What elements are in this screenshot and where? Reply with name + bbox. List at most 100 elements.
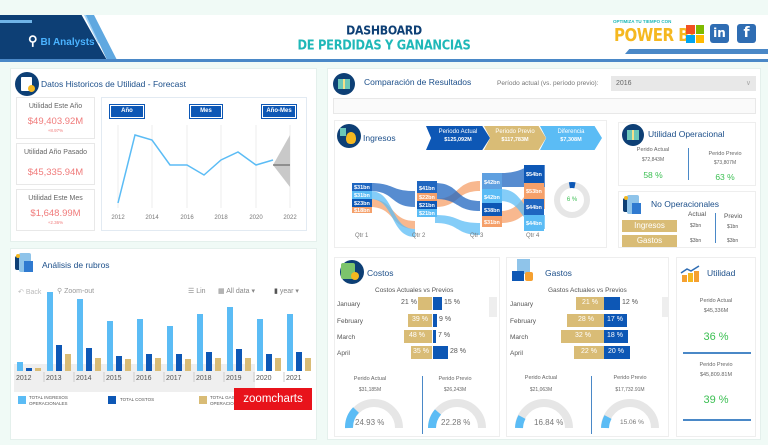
svg-text:2013: 2013: [46, 375, 62, 382]
legend-costos[interactable]: TOTAL COSTOS: [120, 397, 155, 402]
svg-text:$31bn: $31bn: [354, 193, 371, 199]
svg-text:$23bn: $23bn: [354, 201, 371, 207]
kpi-utilidad-este-mes: Utilidad Este Mes $1,648.99M +2.36%: [16, 189, 95, 231]
range-dropdown[interactable]: ▦ All data ▾: [218, 288, 256, 295]
forecast-chart-frame: [101, 97, 307, 231]
costos-previo-gauge: [428, 399, 486, 429]
list-icon: ☰: [188, 288, 195, 295]
svg-text:$18bn: $18bn: [354, 208, 371, 214]
period-label: Período actual (vs. período previo):: [497, 80, 599, 87]
mes-button[interactable]: Mes: [189, 104, 223, 119]
no-op-title: No Operacionales: [651, 199, 720, 209]
svg-text:2022: 2022: [283, 215, 297, 221]
svg-text:2018: 2018: [196, 375, 212, 382]
book-icon: [333, 73, 355, 95]
zoom-out-button[interactable]: ⚲ Zoom-out: [57, 288, 95, 295]
svg-text:Qtr 3: Qtr 3: [470, 233, 484, 239]
svg-text:2017: 2017: [166, 375, 182, 382]
document-coin-icon: [15, 72, 39, 96]
svg-text:$53bn: $53bn: [526, 189, 543, 195]
zoom-out-icon: ⚲: [57, 288, 63, 295]
divider: [688, 148, 689, 180]
svg-text:$44bn: $44bn: [526, 205, 543, 211]
filter-bar: [333, 98, 756, 114]
legend-ingresos[interactable]: TOTAL INGRESOS OPERACIONALES: [29, 395, 68, 406]
calculator-icon: [623, 194, 645, 216]
svg-text:2014: 2014: [76, 375, 92, 382]
ano-mes-button[interactable]: Año-Mes: [261, 104, 297, 119]
magnifier-icon: ⚲: [28, 33, 38, 48]
gastos-scrollbar[interactable]: [662, 297, 668, 317]
gastos-title: Gastos: [545, 268, 572, 278]
calculator-icon: [15, 252, 37, 274]
chevron-down-icon: ∨: [745, 80, 751, 87]
utilidad-card: [676, 257, 756, 437]
svg-text:Qtr 1: Qtr 1: [355, 233, 369, 239]
invoice-icon: [512, 259, 536, 283]
svg-text:2014: 2014: [145, 215, 159, 221]
legend-swatch-ingresos: [18, 396, 26, 404]
bar-chart-icon: ▮: [274, 288, 278, 295]
rubros-bar-chart[interactable]: 2012 2013 2014 2015 2016 2017 2018 2019 2020…: [10, 290, 315, 385]
utilidad-op-actual-pct: 58 %: [643, 170, 663, 180]
utilidad-op-previo-pct: 63 %: [715, 172, 735, 182]
back-button[interactable]: ↶ Back: [18, 289, 42, 296]
ingresos-ribbon-chart[interactable]: $31bn $31bn $23bn $18bn $41bn $22bn $21b…: [350, 165, 550, 245]
zoomcharts-badge[interactable]: zoomcharts: [234, 388, 312, 410]
svg-text:2020: 2020: [249, 215, 263, 221]
periodo-previo-arrow: Periodo Previo $117,783M: [484, 126, 546, 150]
svg-text:$54bn: $54bn: [526, 172, 543, 178]
costos-actual-gauge: [345, 399, 403, 429]
calculator-coin-icon: [338, 260, 364, 284]
costos-scrollbar[interactable]: [489, 297, 497, 317]
header-divider: [0, 59, 768, 62]
utilidad-op-title: Utilidad Operacional: [648, 129, 725, 139]
comparacion-title: Comparación de Resultados: [364, 77, 472, 87]
svg-text:2020: 2020: [256, 375, 272, 382]
ingresos-title: Ingresos: [363, 133, 396, 143]
no-op-gastos-label: Gastos: [622, 235, 677, 247]
legend-gastos[interactable]: TOTAL GASTOS OPERACIONALES: [210, 395, 249, 406]
utilidad-actual-pct: 36 %: [703, 331, 729, 343]
svg-text:2018: 2018: [214, 215, 228, 221]
svg-text:2012: 2012: [111, 215, 125, 221]
money-bag-icon: [337, 124, 361, 148]
calendar-icon: ▦: [218, 288, 225, 295]
svg-text:$21bn: $21bn: [419, 211, 436, 217]
kpi-utilidad-este-ano: Utilidad Este Año $49,403.92M +8.97%: [16, 97, 95, 139]
brand-name: BI Analysts: [40, 37, 95, 48]
divider: [422, 376, 423, 434]
svg-text:Qtr 2: Qtr 2: [412, 233, 426, 239]
level-dropdown[interactable]: ▮ year ▾: [274, 288, 299, 295]
svg-text:2012: 2012: [16, 375, 32, 382]
header-accent-line: [625, 49, 768, 54]
ano-button[interactable]: Año: [109, 104, 145, 119]
period-select[interactable]: 2016 ∨: [611, 76, 756, 91]
svg-text:$44bn: $44bn: [526, 221, 543, 227]
kpi-utilidad-ano-pasado: Utilidad Año Pasado $45,335.94M: [16, 143, 95, 185]
svg-text:2016: 2016: [180, 215, 194, 221]
page-title: DASHBOARD: [346, 23, 422, 38]
svg-text:2016: 2016: [136, 375, 152, 382]
svg-text:2019: 2019: [226, 375, 242, 382]
microsoft-icon[interactable]: [686, 25, 704, 43]
page-subtitle: DE PERDIDAS Y GANANCIAS: [297, 36, 471, 54]
facebook-icon[interactable]: f: [737, 24, 756, 43]
historicos-title: Datos Historicos de Utilidad - Forecast: [41, 79, 187, 89]
svg-text:$22bn: $22bn: [419, 195, 436, 201]
svg-text:2015: 2015: [106, 375, 122, 382]
divider: [683, 419, 751, 421]
growth-chart-icon: [680, 265, 700, 282]
linkedin-icon[interactable]: in: [710, 24, 729, 43]
costos-title: Costos: [367, 268, 394, 278]
svg-text:$31bn: $31bn: [354, 185, 371, 191]
no-op-ingresos-label: Ingresos: [622, 220, 677, 232]
legend-swatch-costos: [108, 396, 116, 404]
divider: [591, 376, 592, 434]
scale-toggle[interactable]: ☰ Lin: [188, 288, 206, 295]
gastos-chart-title: Gastos Actuales vs Previos: [548, 287, 627, 294]
utilidad-previo-pct: 39 %: [703, 394, 729, 406]
book-icon: [622, 124, 644, 146]
svg-text:$42bn: $42bn: [484, 195, 501, 201]
forecast-line-chart: 2012 2014 2016 2018 2020 2022: [111, 125, 297, 221]
